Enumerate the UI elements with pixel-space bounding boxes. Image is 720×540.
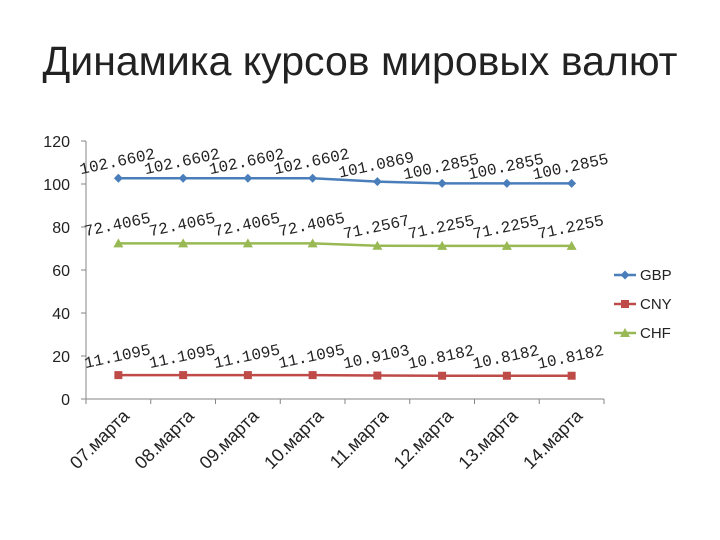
data-label-chf: 71.2255 <box>407 212 476 244</box>
data-point-chf <box>566 240 577 250</box>
chart-axes: 02040608010012007.марта08.марта09.марта1… <box>43 134 605 473</box>
y-tick-label: 80 <box>52 220 70 237</box>
data-point-chf <box>307 238 318 248</box>
data-labels-layer: 102.6602102.6602102.6602102.6602101.0869… <box>78 146 610 374</box>
data-point-gbp <box>372 177 382 187</box>
x-tick-label: 09.марта <box>195 405 263 473</box>
data-point-chf <box>178 238 189 248</box>
data-point-gbp <box>113 173 123 183</box>
y-tick-label: 120 <box>43 134 70 151</box>
x-tick-label: 14.марта <box>519 405 587 473</box>
data-point-cny <box>308 371 317 380</box>
data-label-chf: 72.4065 <box>212 210 281 242</box>
legend-marker-chf <box>620 328 630 337</box>
data-point-cny <box>502 371 511 380</box>
series-line-chf <box>118 242 572 248</box>
data-point-chf <box>437 240 448 250</box>
data-label-cny: 10.9103 <box>342 342 411 374</box>
data-point-cny <box>243 371 252 380</box>
y-tick-label: 20 <box>52 349 70 366</box>
series-layer <box>113 173 577 380</box>
data-label-chf: 71.2567 <box>342 212 411 244</box>
data-point-cny <box>373 371 382 380</box>
data-point-gbp <box>437 178 447 188</box>
data-point-gbp <box>502 178 512 188</box>
x-tick-label: 08.марта <box>131 405 199 473</box>
data-label-chf: 72.4065 <box>148 210 217 242</box>
data-point-chf <box>113 238 124 248</box>
legend-label-chf: CHF <box>640 325 671 342</box>
data-label-cny: 11.1095 <box>83 341 152 373</box>
data-point-cny <box>567 371 576 380</box>
chart-legend: GBP CNY CHF <box>614 267 672 342</box>
slide-title: Динамика курсов мировых валют <box>42 38 678 84</box>
data-label-cny: 11.1095 <box>277 341 346 373</box>
data-label-cny: 10.8182 <box>407 342 476 374</box>
x-tick-label: 11.марта <box>326 405 393 472</box>
y-tick-label: 40 <box>52 306 70 323</box>
y-tick-label: 60 <box>52 263 70 280</box>
data-label-gbp: 100.2855 <box>531 151 610 185</box>
data-point-cny <box>438 371 447 380</box>
data-point-chf <box>501 240 512 250</box>
y-tick-label: 100 <box>43 177 70 194</box>
data-point-cny <box>179 371 188 380</box>
legend-label-gbp: GBP <box>640 267 672 284</box>
data-point-gbp <box>308 173 318 183</box>
data-label-cny: 10.8182 <box>536 342 605 374</box>
x-tick-label: 10.марта <box>260 405 328 473</box>
data-label-chf: 72.4065 <box>277 210 346 242</box>
legend-marker-gbp <box>620 270 630 280</box>
data-point-gbp <box>567 178 577 188</box>
data-point-chf <box>242 238 253 248</box>
x-tick-label: 13.марта <box>454 405 522 473</box>
data-point-gbp <box>178 173 188 183</box>
x-tick-label: 07.марта <box>66 405 134 473</box>
data-label-cny: 10.8182 <box>471 342 540 374</box>
data-label-chf: 72.4065 <box>83 210 152 242</box>
series-line-cny <box>118 373 572 377</box>
series-line-gbp <box>118 177 572 185</box>
data-point-cny <box>114 371 123 380</box>
data-point-chf <box>372 240 383 250</box>
data-label-cny: 11.1095 <box>148 341 217 373</box>
data-label-cny: 11.1095 <box>212 341 281 373</box>
data-point-gbp <box>243 173 253 183</box>
legend-label-cny: CNY <box>640 296 672 313</box>
data-label-chf: 71.2255 <box>536 212 605 244</box>
x-tick-label: 12.марта <box>390 405 458 473</box>
y-tick-label: 0 <box>61 392 70 409</box>
legend-marker-cny <box>621 300 629 308</box>
data-label-chf: 71.2255 <box>471 212 540 244</box>
